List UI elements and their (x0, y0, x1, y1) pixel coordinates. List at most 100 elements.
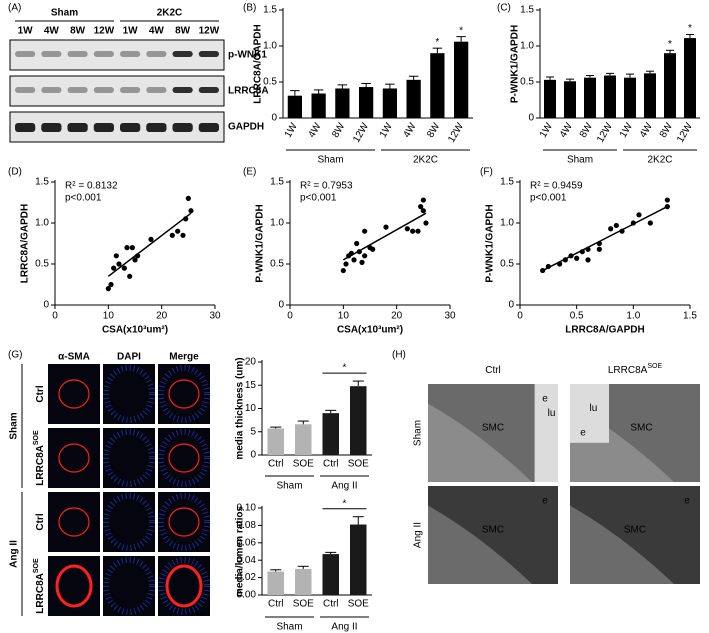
blot-group-label: Sham (51, 8, 78, 19)
blot-lane-label: 4W (149, 26, 165, 37)
point (343, 261, 349, 267)
y-axis-label: LRRC8A/GAPDH (20, 204, 31, 283)
nuclei (158, 429, 210, 487)
y-tick-label: 1.0 (263, 41, 277, 52)
blot-lane-label: 4W (44, 26, 60, 37)
y-axis-label: media thickness (um) (235, 357, 246, 459)
x-tick-label: 30 (209, 311, 221, 322)
point (116, 261, 122, 267)
point (423, 220, 429, 226)
point (180, 232, 186, 238)
x-tick-label: SOE (293, 459, 314, 470)
bar (584, 77, 596, 118)
blot-lane-label: 8W (175, 26, 191, 37)
x-tick-label: 10 (338, 311, 350, 322)
significance-label: * (668, 39, 672, 50)
em-texture (428, 403, 532, 482)
micro-image (48, 364, 100, 424)
micro-image (158, 492, 210, 552)
point (105, 286, 111, 292)
em-label: e (580, 428, 586, 439)
y-tick-label: 1.5 (263, 5, 277, 16)
vessel-wall (168, 507, 200, 537)
annotation: R² = 0.7953 (300, 181, 353, 192)
em-column-label-base: LRRC8A (608, 365, 648, 376)
micro-row-label-base: Ctrl (35, 513, 46, 530)
nuclei (158, 557, 210, 615)
em-texture (428, 505, 532, 584)
y-tick-label: 1.0 (35, 218, 49, 229)
blot-lane-label: 1W (123, 26, 139, 37)
point (420, 197, 426, 203)
point (420, 208, 426, 214)
vessel-wall (165, 564, 203, 608)
point (148, 236, 154, 242)
micro-row-label: LRRC8ASOE (33, 430, 46, 486)
point (362, 228, 368, 234)
panel-label: (A) (8, 3, 21, 14)
bar (406, 79, 421, 118)
blot-row-label: GAPDH (228, 122, 264, 133)
group-label: Sham (276, 622, 302, 633)
micro-row-label: Ctrl (35, 385, 46, 402)
y-tick-label: 0.06 (237, 537, 257, 548)
em-label: SMC (482, 423, 504, 434)
em-column-label-sup: SOE (647, 363, 662, 370)
point (108, 281, 114, 288)
vessel-wall (168, 379, 200, 409)
point (613, 222, 619, 229)
micro-column-label: α-SMA (58, 352, 90, 363)
x-tick-label: 1.0 (626, 311, 640, 322)
bar (295, 424, 312, 455)
panel-label: (E) (243, 167, 256, 178)
bar (430, 53, 445, 119)
trendline (107, 212, 192, 277)
vessel-wall (58, 379, 90, 409)
point (129, 245, 135, 251)
point (111, 265, 117, 271)
x-tick-label: Ctrl (268, 459, 284, 470)
micro-image (48, 492, 100, 552)
y-tick-label: 0 (250, 450, 256, 461)
bar (644, 73, 656, 118)
y-axis-label: media/lumen ratios (235, 505, 246, 597)
micro-row-label: Ctrl (35, 513, 46, 530)
point (596, 246, 602, 252)
blot-band (67, 51, 88, 57)
bar (311, 93, 326, 118)
em-label: SMC (630, 423, 652, 434)
micro-group-label: Ang II (9, 540, 20, 568)
blot-band (15, 87, 36, 93)
point (647, 220, 653, 226)
point (127, 273, 133, 279)
blot-row-label: p-WNK1 (228, 50, 267, 61)
significance-label: * (343, 363, 347, 374)
x-tick-label: SOE (348, 599, 369, 610)
blot-band (198, 87, 219, 93)
y-tick-label: 0 (43, 300, 49, 311)
x-tick-label: 10 (103, 311, 115, 322)
x-tick-label: SOE (348, 459, 369, 470)
em-row-label: Sham (413, 420, 424, 446)
bar (544, 79, 556, 118)
trendline (542, 205, 668, 272)
blot-band (67, 87, 88, 93)
x-tick-label: 0 (517, 311, 523, 322)
point (113, 253, 119, 259)
micro-image (48, 428, 100, 488)
y-axis-label: P-WNK1/GAPDH (485, 204, 496, 282)
point (636, 212, 642, 218)
em-row-label: Ang II (413, 522, 424, 548)
y-tick-label: 1.5 (35, 177, 49, 188)
micro-row-label-sup: SOE (33, 430, 40, 445)
em-lumen (570, 384, 609, 443)
bar (359, 87, 374, 118)
micro-image (103, 556, 155, 616)
y-axis-label: P-WNK1/GAPDH (510, 25, 521, 103)
blot-band (172, 123, 193, 132)
y-tick-label: 1.0 (500, 218, 514, 229)
micro-image (103, 492, 155, 552)
x-tick-label: 0 (52, 311, 58, 322)
group-label: Sham (276, 481, 302, 492)
x-tick-label: 0 (287, 311, 293, 322)
